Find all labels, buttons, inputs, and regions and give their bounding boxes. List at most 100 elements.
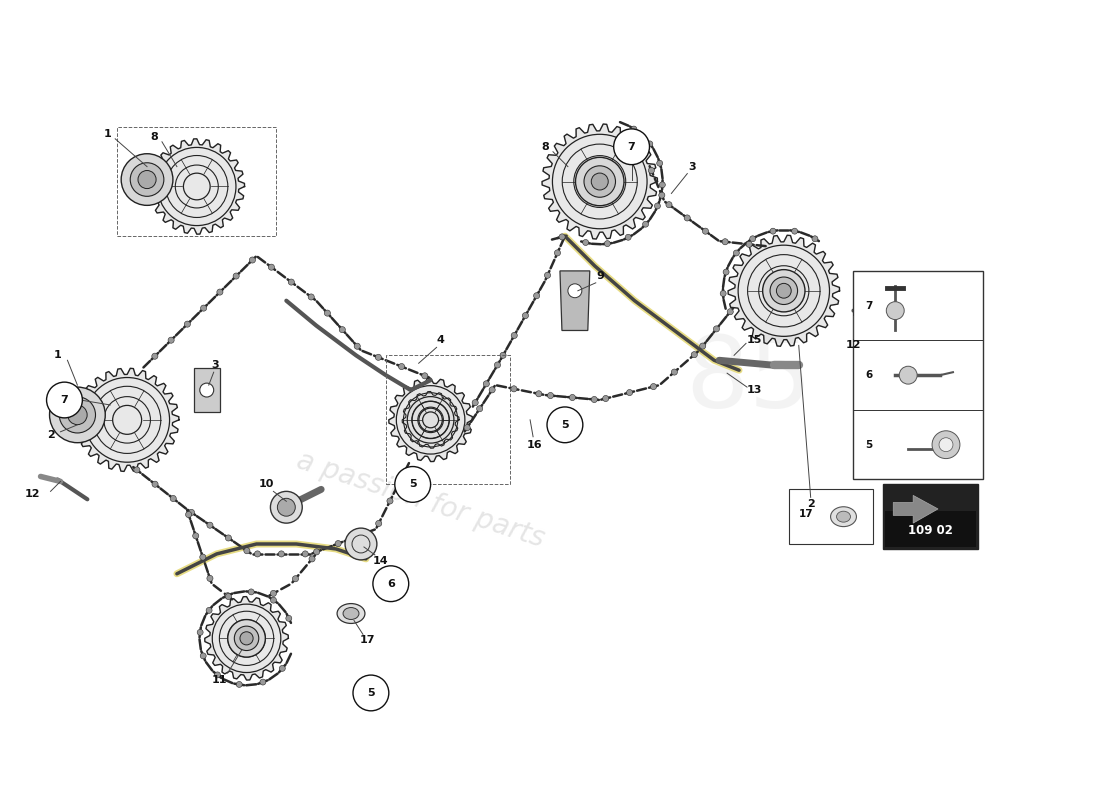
Circle shape [277,498,295,516]
Circle shape [659,182,666,188]
Circle shape [812,236,818,242]
Circle shape [534,293,540,298]
Text: 8: 8 [541,142,549,152]
Circle shape [152,353,158,359]
Text: 1: 1 [103,129,111,139]
Circle shape [750,236,756,242]
Text: 2: 2 [46,430,54,440]
Circle shape [627,390,632,396]
Polygon shape [403,391,459,448]
Circle shape [734,250,739,256]
Circle shape [703,228,708,234]
Circle shape [214,672,220,678]
Polygon shape [560,271,590,330]
Bar [886,511,976,547]
Ellipse shape [337,603,365,623]
Text: 17: 17 [360,635,376,646]
Circle shape [614,129,649,165]
Circle shape [59,397,96,433]
Polygon shape [542,124,658,239]
Circle shape [121,154,173,206]
Text: 11: 11 [212,675,228,685]
Circle shape [714,326,719,332]
Text: 85: 85 [685,332,813,429]
Circle shape [395,466,430,502]
Circle shape [544,272,551,278]
Circle shape [168,337,174,343]
Circle shape [575,158,624,206]
Circle shape [568,284,582,298]
Circle shape [200,383,213,397]
Text: 14: 14 [373,556,388,566]
Bar [386,355,510,485]
Polygon shape [76,368,179,471]
Text: 13: 13 [746,385,761,395]
Circle shape [939,438,953,452]
Circle shape [657,160,662,166]
Text: 4: 4 [437,335,444,346]
Circle shape [723,269,729,275]
Circle shape [500,352,506,358]
Bar [883,485,978,549]
Text: 2: 2 [806,499,815,510]
Text: 3: 3 [689,162,696,172]
Text: 8: 8 [150,132,158,142]
Circle shape [206,607,212,614]
Circle shape [278,551,285,557]
Circle shape [648,167,654,174]
Circle shape [286,615,292,622]
Circle shape [192,533,199,539]
Circle shape [536,390,542,397]
Circle shape [314,549,320,555]
Circle shape [138,170,156,189]
Circle shape [421,373,428,379]
Circle shape [375,354,382,360]
Circle shape [647,141,652,147]
Circle shape [494,362,501,368]
Circle shape [464,425,470,430]
Circle shape [134,467,140,473]
Circle shape [512,332,517,338]
Circle shape [254,551,261,557]
Circle shape [746,242,752,247]
Circle shape [336,541,341,546]
Circle shape [308,294,315,300]
Circle shape [770,277,798,305]
Circle shape [375,521,382,526]
Circle shape [625,234,631,240]
Circle shape [217,289,223,295]
Circle shape [271,598,276,603]
Text: 5: 5 [866,440,872,450]
Circle shape [226,594,231,599]
Circle shape [671,369,678,375]
Circle shape [271,491,303,523]
Circle shape [260,679,266,685]
Text: 16: 16 [526,440,542,450]
Polygon shape [728,235,839,346]
Circle shape [353,675,388,711]
Circle shape [727,309,734,314]
Circle shape [226,535,231,541]
Circle shape [547,407,583,442]
Circle shape [207,575,213,582]
Circle shape [584,166,616,198]
Ellipse shape [343,607,359,619]
Circle shape [200,653,206,659]
Circle shape [650,383,657,390]
Circle shape [472,399,478,406]
Circle shape [570,394,575,401]
Circle shape [236,682,242,687]
Circle shape [170,495,176,502]
Ellipse shape [830,506,857,526]
Text: 15: 15 [746,335,761,346]
Circle shape [228,619,265,657]
Circle shape [233,273,239,279]
Circle shape [510,386,517,392]
Circle shape [207,522,213,528]
Circle shape [659,192,664,198]
Circle shape [631,126,637,132]
Circle shape [792,228,798,234]
Text: 1: 1 [54,350,62,360]
Circle shape [722,238,728,245]
Circle shape [720,290,726,297]
